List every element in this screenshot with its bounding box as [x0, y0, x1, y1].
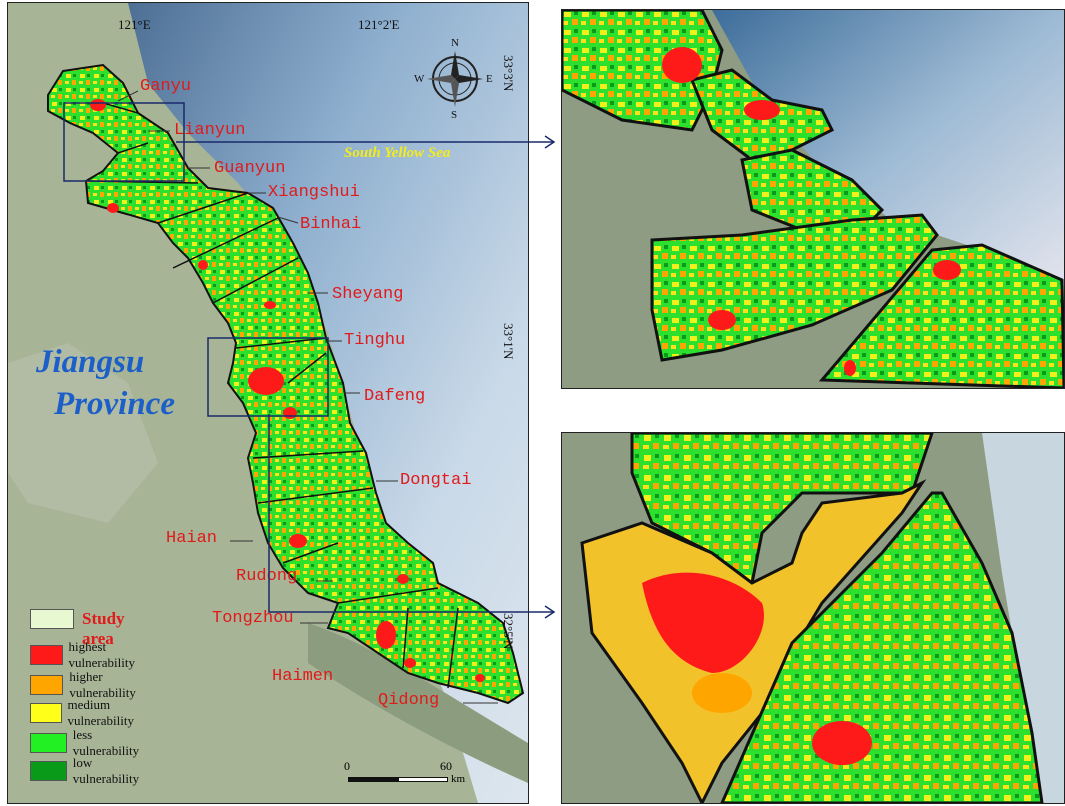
district-label-lianyun: Lianyun: [174, 121, 246, 140]
main-map-canvas: [8, 3, 528, 803]
legend-swatch: [30, 675, 64, 695]
region-name-line1: Jiangsu: [36, 344, 145, 380]
legend-title: Study area: [82, 609, 125, 648]
legend-label: less vulnerability: [72, 727, 140, 758]
main-map: 121°E 121°2'E 33°3'N 33°1'N 32°5'N N S W…: [7, 2, 529, 804]
legend-item: highest vulnerability: [30, 639, 146, 670]
scale-unit: km: [451, 773, 466, 785]
compass-s: S: [451, 109, 458, 121]
legend-label: higher vulnerability: [69, 669, 136, 700]
district-label-rudong: Rudong: [236, 567, 298, 586]
scale-segment-black: [348, 777, 398, 782]
latitude-label-3: 32°5'N: [501, 613, 516, 650]
sea-name: South Yellow Sea: [344, 145, 451, 161]
district-label-xiangshui: Xiangshui: [268, 183, 360, 202]
district-label-binhai: Binhai: [300, 215, 362, 234]
legend-study-area-swatch: [30, 609, 74, 629]
hotspots: [90, 99, 485, 682]
urban-area: [8, 343, 158, 523]
legend-swatch: [30, 761, 67, 781]
district-label-sheyang: Sheyang: [332, 285, 404, 304]
longitude-label-1: 121°E: [118, 17, 151, 32]
scale-value: 60: [440, 759, 452, 773]
legend-swatch: [30, 645, 63, 665]
district-label-qidong: Qidong: [378, 691, 440, 710]
compass-rose-icon: N S W E: [414, 37, 493, 121]
scale-zero: 0: [344, 759, 350, 773]
legend-study-area: [30, 609, 74, 629]
compass-n: N: [451, 37, 459, 49]
district-label-dongtai: Dongtai: [400, 471, 472, 490]
legend-label: medium vulnerability: [67, 697, 134, 728]
legend-item: higher vulnerability: [30, 669, 146, 700]
district-label-guanyun: Guanyun: [214, 159, 286, 178]
legend-label: highest vulnerability: [68, 639, 135, 670]
compass-w: W: [414, 73, 425, 85]
region-name: Jiangsu Province: [36, 341, 175, 425]
district-label-haian: Haian: [166, 529, 218, 548]
latitude-label-2: 33°1'N: [501, 323, 516, 360]
district-label-ganyu: Ganyu: [140, 77, 192, 96]
scale-segment-white: [398, 777, 448, 782]
district-label-haimen: Haimen: [272, 667, 334, 686]
compass-e: E: [486, 73, 493, 85]
latitude-label-1: 33°3'N: [501, 55, 516, 92]
district-label-tongzhou: Tongzhou: [212, 609, 294, 628]
legend-item: medium vulnerability: [30, 697, 146, 728]
district-label-dafeng: Dafeng: [364, 387, 426, 406]
district-label-tinghu: Tinghu: [344, 331, 406, 350]
legend-label: low vulnerability: [72, 755, 140, 786]
legend-swatch: [30, 733, 67, 753]
inset-north-canvas: [562, 10, 1064, 388]
region-name-line2: Province: [54, 386, 175, 422]
inset-middle-canvas: [562, 433, 1064, 803]
legend-swatch: [30, 703, 62, 723]
river-estuary: [308, 623, 528, 783]
legend-item: less vulnerability: [30, 727, 146, 758]
inset-north-detail: [561, 9, 1065, 389]
longitude-label-2: 121°2'E: [358, 17, 400, 32]
legend-item: low vulnerability: [30, 755, 146, 786]
inset-middle-detail: [561, 432, 1065, 804]
zoom-box-middle: [207, 337, 329, 417]
